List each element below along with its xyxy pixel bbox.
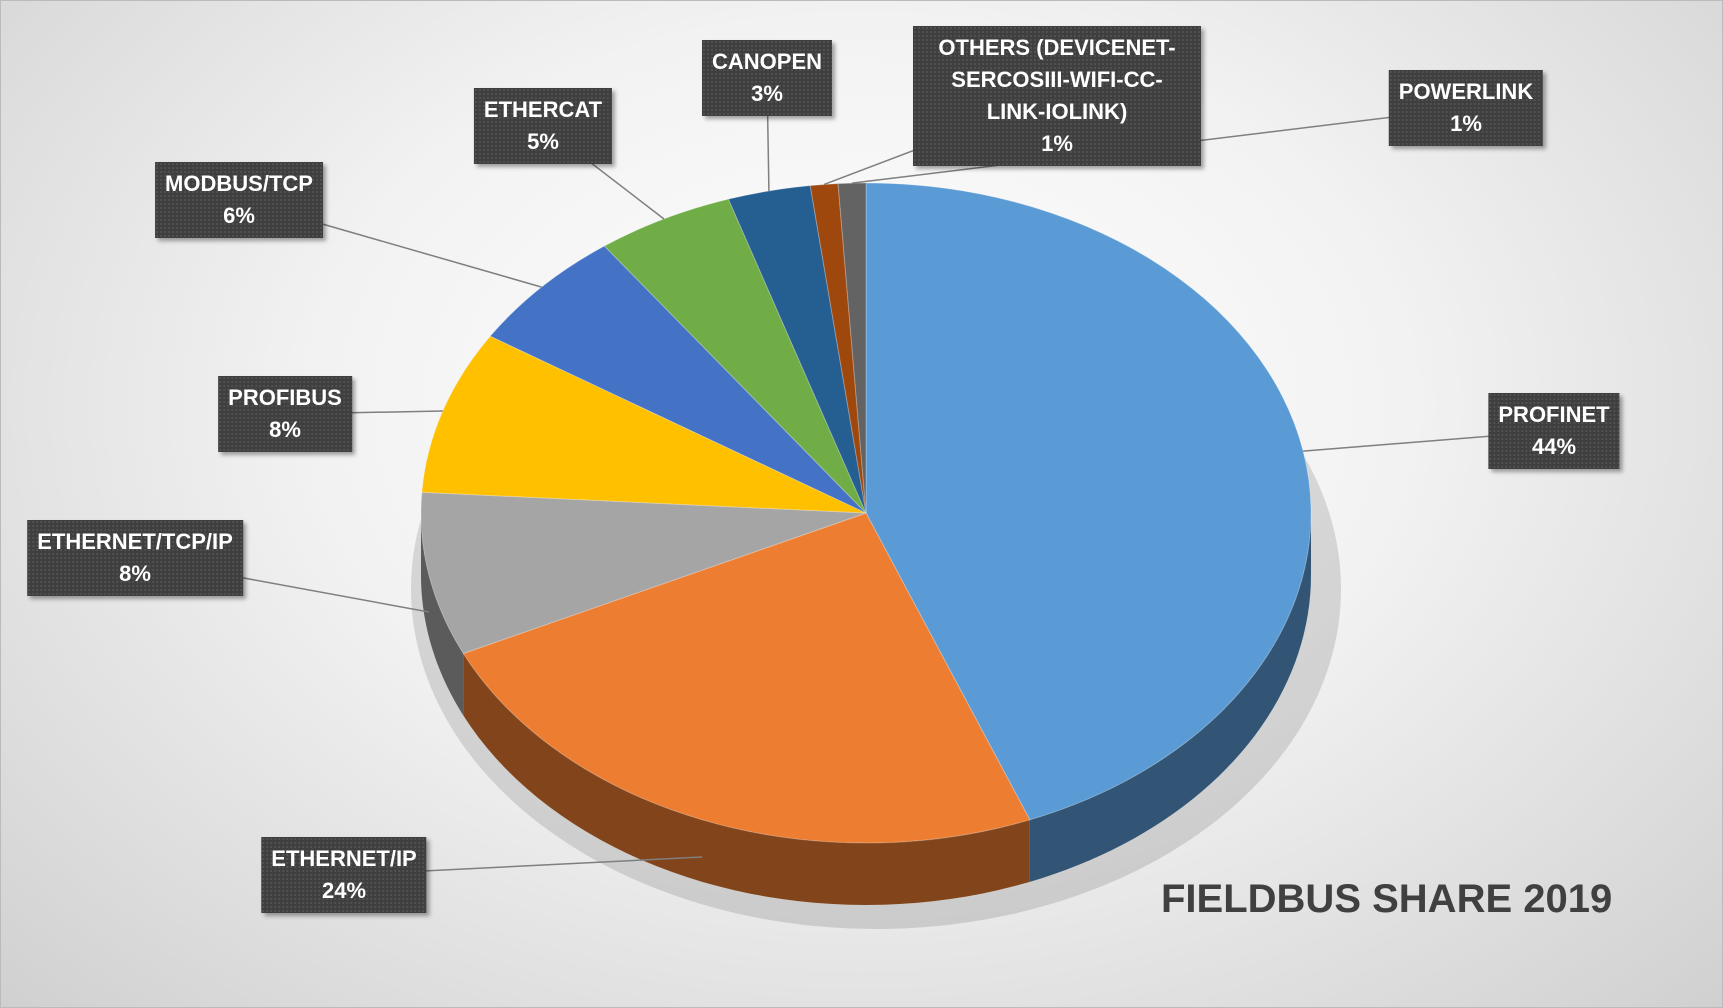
data-label: ETHERCAT 5% [473,88,613,164]
category-label: ETHERCAT [483,97,603,122]
category-label: MODBUS/TCP [165,171,313,196]
data-label: ETHERNET/IP 24% [261,837,427,913]
category-label: ETHERNET/TCP/IP [37,529,233,554]
value-label: 44% [1531,434,1577,459]
category-label: POWERLINK [1398,79,1534,104]
slice-side [1029,513,1311,882]
data-label: CANOPEN 3% [701,40,833,116]
slice [421,335,867,514]
slice-side [463,653,1030,905]
value-label: 8% [119,561,151,586]
category-label: OTHERS (DEVICENET-SERCOSIII-WIFI-CC-LINK… [938,35,1176,124]
slice [837,182,867,514]
value-label: 1% [1450,111,1482,136]
slice-side [421,513,464,716]
slice [489,245,867,514]
value-label: 3% [751,81,783,106]
category-label: PROFINET [1498,402,1610,427]
category-label: CANOPEN [711,49,823,74]
data-label: PROFIBUS 8% [218,376,352,452]
value-label: 5% [527,129,559,154]
chart-title: FIELDBUS SHARE 2019 [1161,877,1613,921]
value-label: 24% [321,878,367,903]
data-label: POWERLINK 1% [1388,70,1544,146]
value-label: 1% [1041,131,1073,156]
value-label: 8% [269,417,301,442]
data-label: OTHERS (DEVICENET-SERCOSIII-WIFI-CC-LINK… [913,26,1201,166]
data-label: MODBUS/TCP 6% [155,162,323,238]
value-label: 6% [223,203,255,228]
data-label: PROFINET 44% [1488,393,1620,469]
category-label: PROFIBUS [228,385,342,410]
slice [727,185,867,514]
category-label: ETHERNET/IP [271,846,417,871]
slice [420,491,867,655]
data-label: ETHERNET/TCP/IP 8% [27,520,243,596]
slice [462,512,1031,844]
